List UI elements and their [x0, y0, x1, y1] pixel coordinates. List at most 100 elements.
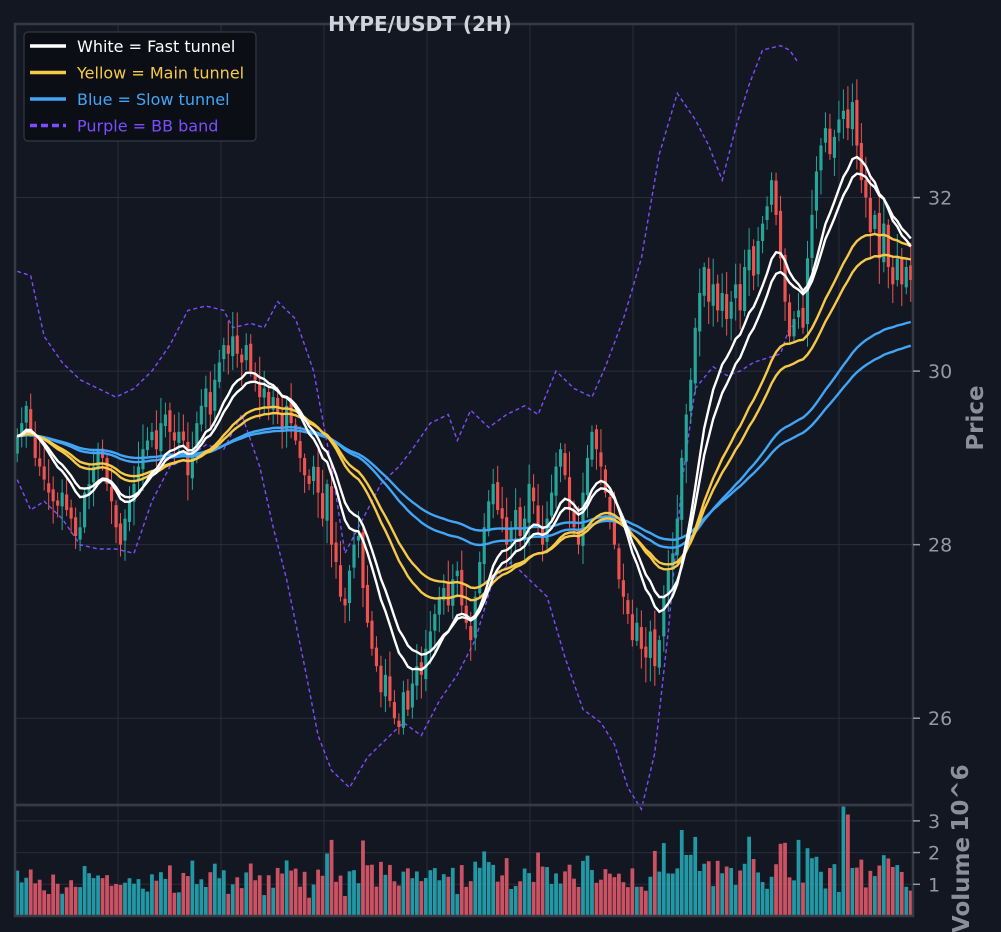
candle-body [208, 392, 212, 415]
volume-bar [190, 860, 195, 916]
candle-body [186, 442, 190, 476]
chart-title: HYPE/USDT (2H) [328, 12, 512, 36]
volume-bar [810, 858, 814, 916]
candle-body [320, 493, 325, 519]
volume-bar [244, 872, 249, 916]
volume-bar [379, 861, 383, 916]
volume-bar [392, 881, 397, 916]
volume-bar [181, 872, 186, 916]
candle-body [895, 258, 899, 281]
candle-body [424, 648, 428, 680]
candle-body [882, 223, 886, 263]
candle-body [442, 588, 446, 601]
candle-body [603, 469, 608, 493]
candle-body [455, 570, 459, 577]
candle-body [383, 674, 387, 697]
volume-bar [576, 886, 581, 916]
volume-tick-label: 1 [928, 874, 940, 896]
volume-bar [666, 873, 671, 916]
volume-bar [239, 888, 244, 916]
volume-bar [450, 867, 455, 916]
candle-body [329, 486, 334, 545]
volume-bar [819, 871, 823, 916]
candle-body [743, 266, 747, 312]
volume-bar [325, 853, 329, 916]
candle-body [325, 483, 329, 521]
candle-body [518, 507, 522, 536]
candle-body [684, 414, 688, 462]
candle-body [365, 584, 370, 623]
candle-body [707, 268, 711, 302]
candle-body [370, 620, 374, 649]
volume-bar [832, 864, 837, 916]
candle-body [792, 319, 796, 337]
volume-bar [872, 876, 877, 916]
volume-bar [82, 866, 87, 916]
candle-body [217, 362, 221, 383]
candle-body [231, 336, 235, 357]
candle-body [222, 345, 226, 360]
candle-body [716, 283, 720, 311]
legend-label: Purple = BB band [77, 117, 218, 136]
volume-bar [733, 884, 738, 916]
candle-body [69, 507, 73, 519]
volume-bar [141, 888, 145, 916]
candle-body [720, 293, 724, 311]
volume-bar [15, 870, 20, 916]
volume-bar [774, 864, 778, 916]
candle-body [810, 214, 814, 258]
volume-bar [886, 858, 891, 916]
candle-body [78, 527, 82, 540]
volume-bar [24, 877, 29, 916]
candle-body [338, 565, 343, 597]
volume-bar [531, 881, 536, 916]
candle-body [769, 180, 774, 205]
volume-bar [347, 871, 352, 916]
volume-bar [724, 866, 729, 916]
volume-tick-label: 2 [928, 843, 940, 865]
candle-body [51, 489, 55, 502]
candle-body [545, 518, 549, 542]
volume-bar [401, 871, 406, 916]
candle-body [446, 583, 450, 606]
volume-bar [464, 886, 469, 916]
volume-bar [688, 854, 693, 916]
candle-body [783, 254, 787, 302]
candle-body [491, 483, 495, 505]
legend-label: Blue = Slow tunnel [77, 90, 230, 109]
candle-body [303, 457, 307, 476]
candle-body [145, 440, 150, 450]
volume-bar [778, 843, 783, 916]
volume-bar [670, 873, 675, 916]
candle-body [823, 128, 828, 143]
volume-bar [397, 885, 401, 916]
candle-body [280, 412, 284, 432]
volume-bar [805, 848, 810, 916]
candle-body [388, 676, 392, 701]
volume-bar [33, 883, 38, 916]
volume-bar [253, 880, 258, 916]
volume-bar [908, 890, 913, 916]
volume-bar [275, 867, 280, 916]
volume-bar [343, 895, 347, 916]
volume-bar [203, 886, 208, 916]
volume-bar [257, 875, 262, 916]
candle-body [334, 542, 338, 563]
volume-bar [410, 878, 415, 916]
candle-body [235, 335, 239, 354]
volume-bar [87, 873, 91, 916]
volume-bar [446, 876, 451, 916]
volume-bar [19, 882, 24, 916]
candle-body [307, 475, 311, 484]
candle-body [56, 500, 60, 506]
candle-body [747, 249, 751, 271]
candle-body [352, 544, 356, 568]
volume-bar [284, 860, 289, 916]
volume-bar [55, 883, 60, 916]
volume-bar [783, 842, 787, 916]
bb-upper-band [16, 44, 800, 556]
candle-body [267, 392, 271, 406]
volume-bar [518, 881, 523, 916]
volume-bar [841, 806, 846, 916]
candle-body [316, 466, 320, 493]
